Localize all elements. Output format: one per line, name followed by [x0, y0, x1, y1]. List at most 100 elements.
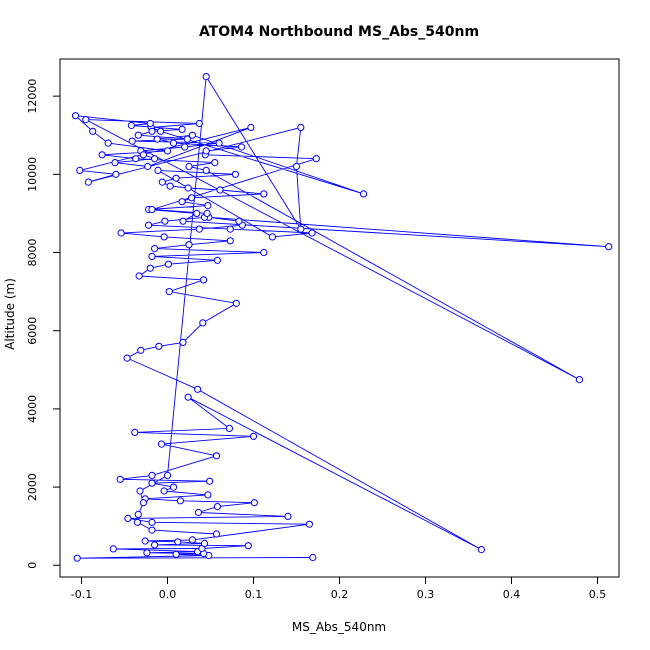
data-point [151, 245, 159, 253]
data-point [131, 428, 139, 436]
data-point [132, 155, 140, 163]
data-point [225, 424, 233, 432]
data-point [178, 198, 186, 206]
data-point [202, 147, 210, 155]
data-point [176, 497, 184, 505]
data-point [117, 229, 125, 237]
data-point [185, 241, 193, 249]
data-point [194, 385, 202, 393]
data-point [309, 553, 317, 562]
data-point [204, 202, 212, 210]
data-point [250, 499, 258, 507]
data-point [160, 487, 168, 495]
data-point [202, 166, 210, 174]
data-point [195, 225, 203, 233]
data-point [157, 127, 165, 135]
data-point [148, 205, 156, 214]
data-point [148, 252, 156, 260]
data-point [199, 319, 207, 327]
data-point [166, 182, 174, 190]
data-point [237, 143, 246, 151]
series-lines [74, 75, 609, 559]
data-point [163, 147, 172, 155]
data-point [157, 440, 166, 448]
data-point [247, 123, 255, 132]
data-point [112, 170, 120, 178]
data-point [164, 260, 172, 268]
data-point [151, 155, 159, 163]
data-point [260, 190, 268, 198]
data-point [202, 73, 210, 81]
data-point [134, 510, 142, 519]
data-point [111, 159, 119, 167]
data-point [184, 393, 192, 401]
data-point [148, 471, 156, 479]
data-point [137, 346, 145, 354]
data-point [204, 491, 212, 499]
data-point [477, 546, 485, 554]
data-point [158, 178, 166, 186]
data-point [188, 131, 196, 139]
data-point [213, 503, 221, 511]
data-point [141, 537, 149, 545]
data-point [360, 190, 368, 198]
y-tick-label: 2000 [26, 473, 39, 501]
data-point [139, 151, 147, 159]
data-point [73, 554, 81, 562]
data-point [179, 338, 187, 346]
data-point [308, 229, 316, 237]
data-point [185, 162, 193, 171]
x-tick-label: 0.0 [159, 588, 177, 601]
data-point [193, 209, 201, 217]
data-point [148, 526, 156, 534]
data-point [128, 137, 136, 145]
data-point [284, 512, 292, 521]
data-point [575, 376, 584, 384]
series-line [74, 75, 609, 559]
data-point [134, 131, 142, 139]
data-point [181, 143, 189, 151]
data-point [184, 184, 192, 192]
data-point [151, 541, 159, 549]
data-point [143, 549, 151, 557]
data-point [292, 162, 301, 171]
data-point [124, 514, 132, 523]
data-point [169, 483, 178, 491]
data-point [84, 178, 93, 186]
data-point [211, 159, 219, 167]
y-tick-label: 10000 [26, 157, 39, 192]
data-point [249, 432, 258, 440]
data-point [109, 545, 117, 553]
data-point [127, 121, 135, 130]
data-point [174, 538, 182, 546]
data-point [104, 139, 112, 147]
x-axis: -0.1 0.0 0.1 0.2 0.3 0.4 0.5 [71, 576, 607, 601]
x-tick-label: -0.1 [71, 588, 92, 601]
data-point [605, 243, 613, 251]
data-point [235, 217, 243, 225]
data-point [203, 209, 211, 217]
data-point [195, 119, 203, 128]
x-tick-label: 0.2 [331, 588, 349, 601]
data-point [268, 233, 276, 241]
data-point [188, 194, 196, 202]
data-point [146, 264, 154, 272]
x-tick-label: 0.5 [589, 588, 607, 601]
data-point [172, 174, 180, 182]
data-point [155, 342, 163, 350]
data-point [148, 518, 156, 526]
data-point [200, 539, 209, 548]
data-point [76, 166, 84, 174]
data-point [297, 225, 305, 233]
data-point [98, 151, 106, 159]
data-point [226, 237, 234, 245]
data-point [145, 221, 153, 229]
y-tick-label: 4000 [26, 395, 39, 423]
data-point [178, 125, 186, 133]
y-tick-label: 6000 [26, 317, 39, 345]
data-point [148, 479, 156, 487]
x-axis-label: MS_Abs_540nm [292, 620, 386, 634]
data-point [179, 217, 187, 225]
data-point [153, 135, 161, 143]
data-point [161, 217, 169, 225]
